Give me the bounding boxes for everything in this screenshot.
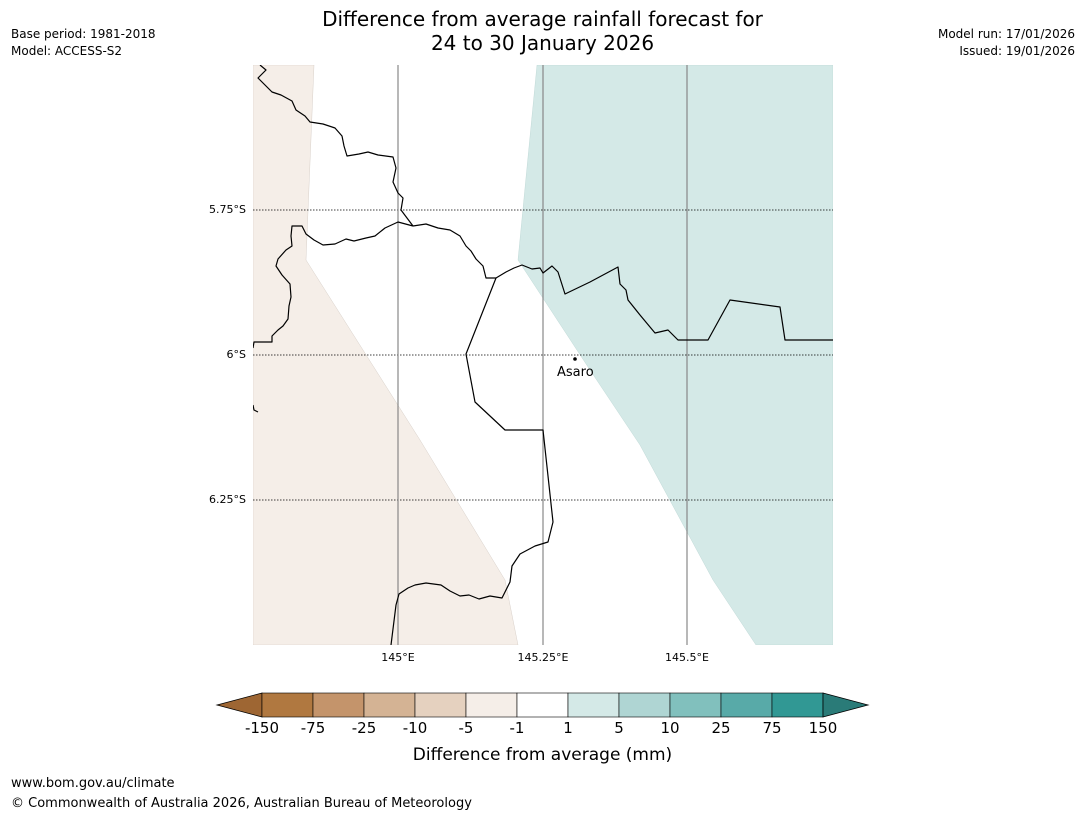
lon-label-145-25: 145.25°E <box>517 651 569 664</box>
colorbar-tick-label: -150 <box>244 719 280 737</box>
lat-label-6-25: 6.25°S <box>209 493 246 506</box>
colorbar-segment <box>567 692 620 718</box>
lon-label-145: 145°E <box>381 651 415 664</box>
map-title-line2: 24 to 30 January 2026 <box>430 31 655 55</box>
colorbar-extend-low <box>215 692 263 718</box>
colorbar-tick-label: 75 <box>762 719 782 737</box>
lat-label-5-75: 5.75°S <box>209 203 246 216</box>
forecast-map <box>253 65 833 645</box>
lat-label-6: 6°S <box>226 348 246 361</box>
place-label-asaro: Asaro <box>557 365 594 380</box>
boundary-east-link <box>412 223 833 341</box>
colorbar-segment <box>516 692 569 718</box>
colorbar-tick-label: 150 <box>808 719 838 737</box>
boundary-central-ridge <box>253 221 414 349</box>
colorbar-segment <box>414 692 467 718</box>
colorbar-segment <box>363 692 416 718</box>
colorbar-segment <box>618 692 671 718</box>
colorbar-extend-high <box>822 692 870 718</box>
colorbar-tick-label: -5 <box>458 719 474 737</box>
colorbar-tick-label: -25 <box>351 719 377 737</box>
longitude-gridlines <box>397 65 688 645</box>
latitude-gridlines <box>253 209 833 501</box>
boundary-northwest <box>257 65 414 227</box>
colorbar-tick-label: -75 <box>300 719 326 737</box>
colorbar-tick-label: 1 <box>563 719 573 737</box>
issued-text: Issued: 19/01/2026 <box>959 44 1075 58</box>
colorbar-segment <box>771 692 824 718</box>
colorbar-segment <box>465 692 518 718</box>
colorbar-title: Difference from average (mm) <box>412 745 673 765</box>
colorbar-tick-label: -10 <box>402 719 428 737</box>
base-period-text: Base period: 1981-2018 <box>11 27 156 41</box>
map-title-line1: Difference from average rainfall forecas… <box>322 7 763 31</box>
boundary-southern <box>390 277 554 645</box>
colorbar-segment <box>261 692 314 718</box>
boundary-fragment-west <box>253 404 259 413</box>
colorbar-tick-label: 10 <box>660 719 680 737</box>
footer-copyright: © Commonwealth of Australia 2026, Austra… <box>11 796 472 811</box>
colorbar-tick-label: -1 <box>509 719 525 737</box>
colorbar <box>215 692 870 718</box>
colorbar-segment <box>669 692 722 718</box>
colorbar-segment <box>312 692 365 718</box>
model-text: Model: ACCESS-S2 <box>11 44 123 58</box>
colorbar-tick-label: 5 <box>614 719 624 737</box>
lon-label-145-5: 145.5°E <box>665 651 709 664</box>
footer-url[interactable]: www.bom.gov.au/climate <box>11 776 175 791</box>
model-run-text: Model run: 17/01/2026 <box>937 27 1075 41</box>
colorbar-segment <box>720 692 773 718</box>
province-boundaries <box>253 65 833 645</box>
colorbar-tick-label: 25 <box>711 719 731 737</box>
asaro-marker <box>573 357 577 361</box>
